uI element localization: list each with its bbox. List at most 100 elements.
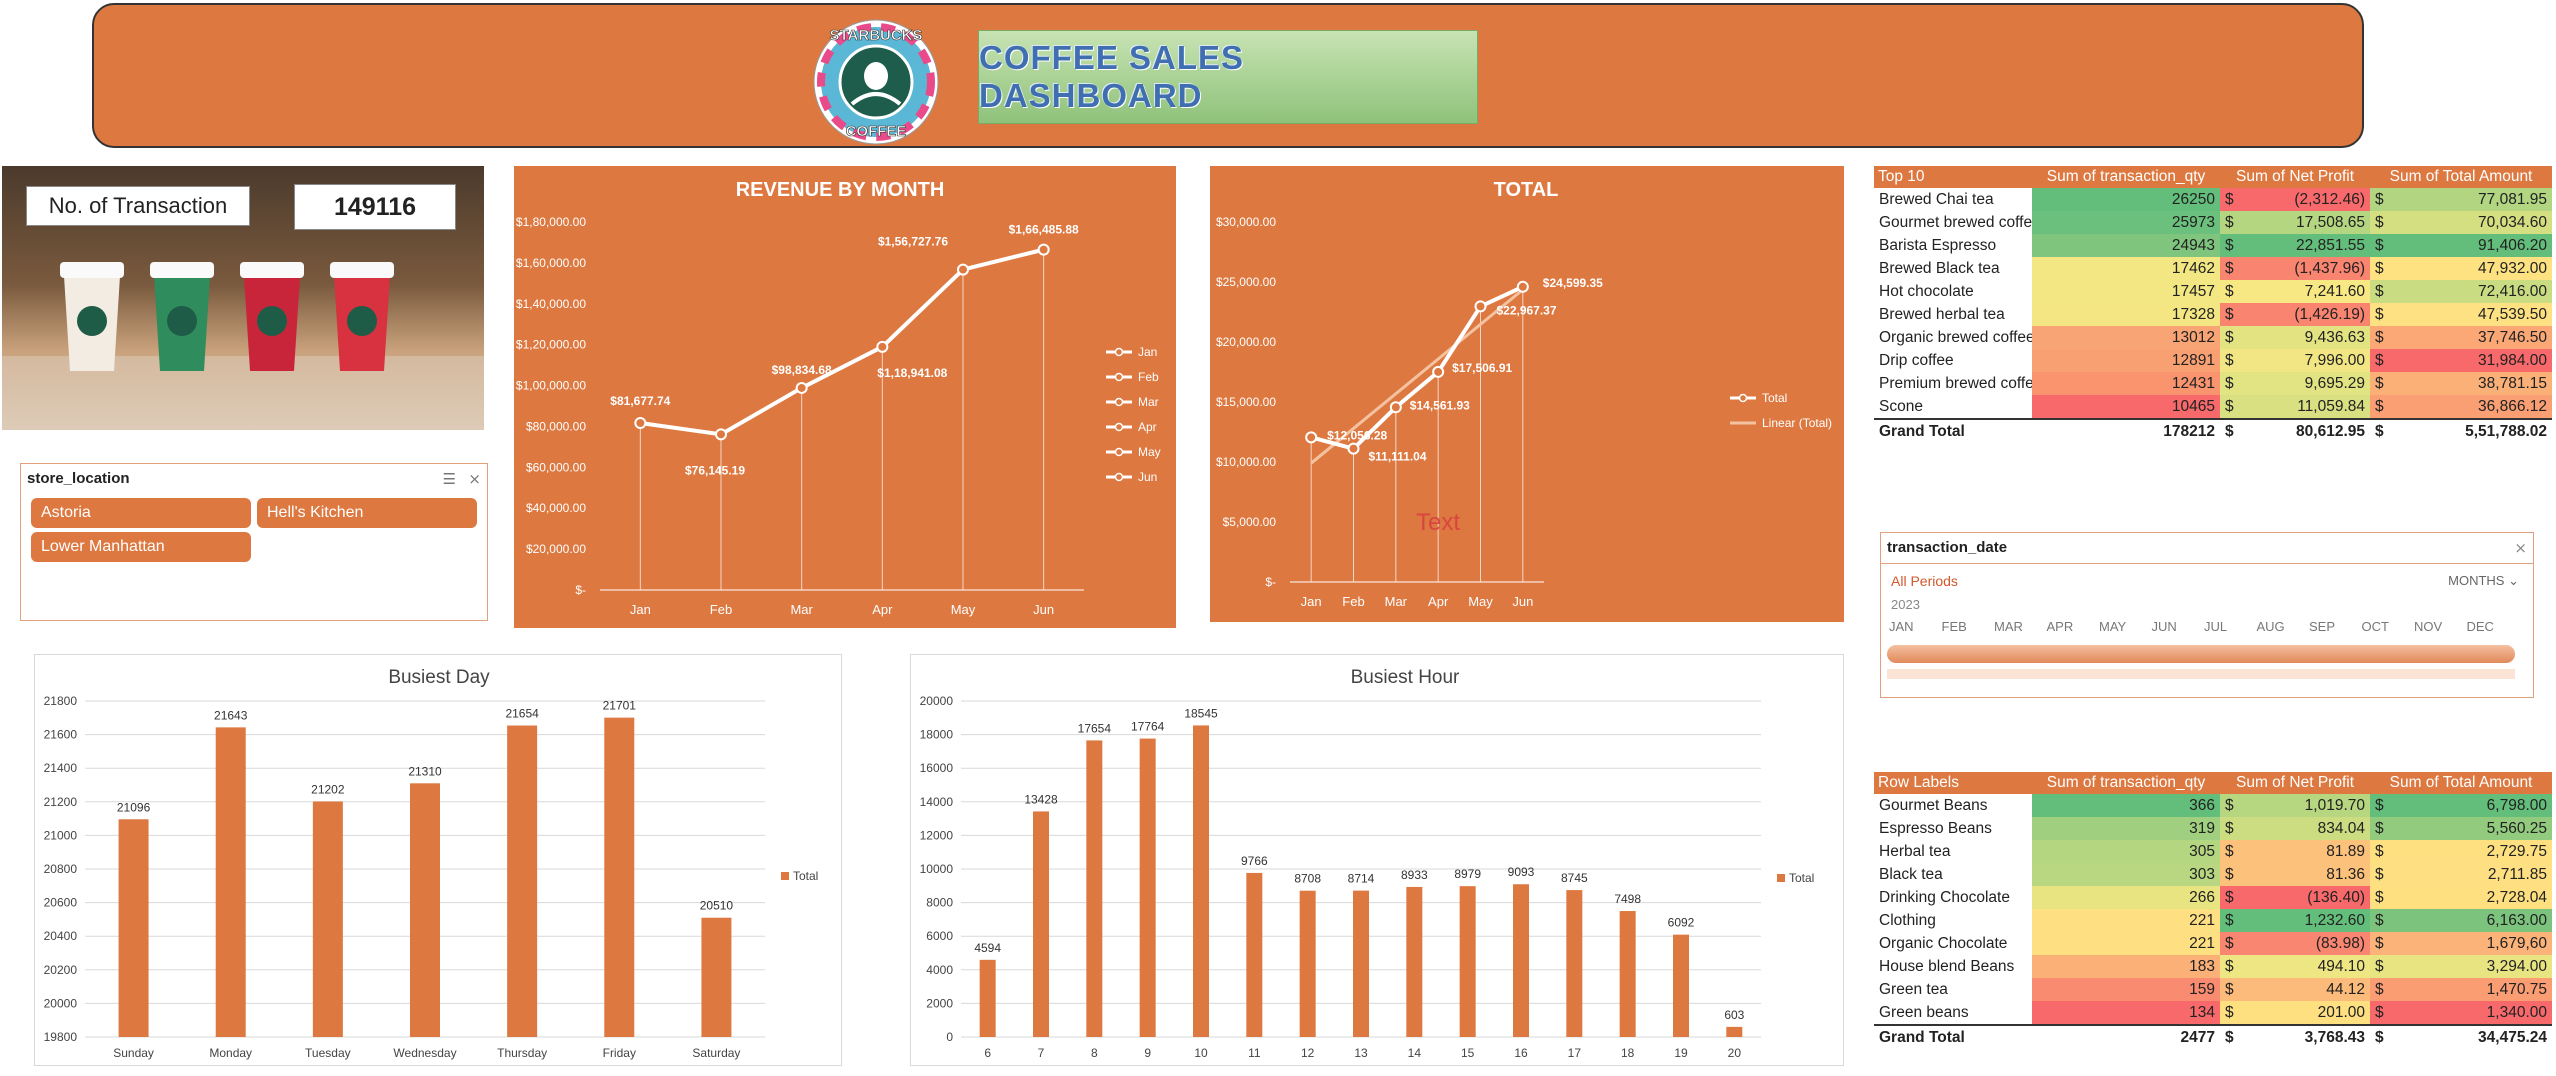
timeline-scrollbar[interactable]	[1887, 669, 2515, 679]
column-header[interactable]: Row Labels	[1874, 772, 2032, 794]
y-tick-label: 20800	[44, 862, 78, 876]
timeline-month-jul[interactable]: JUL	[2204, 619, 2228, 634]
timeline-month-feb[interactable]: FEB	[1941, 619, 1967, 634]
data-label: $24,599.35	[1543, 276, 1603, 290]
currency-symbol: $	[2225, 957, 2234, 975]
money-cell: $6,163.00	[2370, 909, 2552, 932]
money-value: 72,416.00	[2478, 282, 2547, 300]
currency-symbol: $	[2225, 305, 2234, 323]
column-header: Sum of transaction_qty	[2032, 166, 2220, 188]
bar	[1246, 872, 1263, 1037]
qty-cell: 12431	[2032, 372, 2220, 395]
currency-symbol: $	[2375, 819, 2384, 837]
money-value: 1,019.70	[2304, 796, 2365, 814]
y-tick-label: $60,000.00	[526, 460, 586, 474]
money-value: 2,728.04	[2486, 888, 2547, 906]
table-row: Premium brewed coffee 12431 $9,695.29 $38,7…	[1874, 372, 2552, 395]
legend-item: Total	[1777, 871, 1814, 885]
money-cell: $201.00	[2220, 1001, 2370, 1025]
legend-marker	[1114, 372, 1124, 382]
logo-text-top: STARBUCKS	[829, 27, 922, 44]
table-row: Drip coffee 12891 $7,996.00 $31,984.00	[1874, 349, 2552, 372]
timeline-month-nov[interactable]: NOV	[2414, 619, 2443, 634]
table-row: Clothing 221 $1,232.60 $6,163.00	[1874, 909, 2552, 932]
clear-filter-icon[interactable]: ⨯	[468, 471, 481, 488]
column-header: Sum of Net Profit	[2220, 772, 2370, 794]
y-tick-label: 19800	[44, 1030, 78, 1044]
period-label: All Periods	[1891, 573, 1958, 589]
timeline-month-sep[interactable]: SEP	[2309, 619, 2336, 634]
column-header[interactable]: Top 10	[1874, 166, 2032, 188]
grand-total-row: Grand Total 178212 $80,612.95 $5,51,788.02	[1874, 418, 2552, 443]
y-tick-label: 21800	[44, 694, 78, 708]
money-cell: $5,560.25	[2370, 817, 2552, 840]
data-label: $11,111.04	[1368, 450, 1426, 464]
x-tick-label: 11	[1248, 1046, 1261, 1060]
money-value: 3,768.43	[2304, 1028, 2365, 1046]
money-value: 80,612.95	[2296, 422, 2365, 440]
money-cell: $72,416.00	[2370, 280, 2552, 303]
revenue-by-month-chart: REVENUE BY MONTH $- $20,000.00 $40,000.00 $6…	[514, 166, 1176, 628]
legend-item: May	[1106, 445, 1161, 459]
timeline-month-oct[interactable]: OCT	[2361, 619, 2389, 634]
timeline-month-apr[interactable]: APR	[2046, 619, 2074, 634]
x-tick-label: 19	[1674, 1046, 1688, 1060]
row-label: Premium brewed coffee	[1879, 374, 2032, 392]
row-label: Scone	[1879, 397, 1923, 415]
timeline-month-dec[interactable]: DEC	[2466, 619, 2494, 634]
slicer-item-lower-manhattan[interactable]: Lower Manhattan	[31, 532, 251, 562]
timeline-bar[interactable]	[1887, 645, 2515, 663]
timeline-month-jun[interactable]: JUN	[2151, 619, 2177, 634]
timeline-month-mar[interactable]: MAR	[1994, 619, 2023, 634]
y-tick-label: $1,00,000.00	[516, 379, 586, 393]
clear-filter-icon[interactable]: ⨯	[2514, 540, 2527, 557]
money-value: 2,711.85	[2487, 865, 2547, 883]
data-point	[1516, 280, 1529, 293]
legend-label: Total	[1789, 871, 1814, 885]
y-tick-label: 8000	[926, 896, 953, 910]
data-label: 603	[1724, 1008, 1744, 1022]
y-tick-label: 20000	[920, 694, 954, 708]
bar	[701, 917, 732, 1037]
money-cell: $9,436.63	[2220, 326, 2370, 349]
series-line	[1310, 284, 1524, 451]
logo-text-bottom: COFFEE	[846, 123, 907, 140]
y-tick-label: 14000	[920, 795, 954, 809]
legend-label: Linear (Total)	[1762, 416, 1832, 430]
money-value: 81.89	[2326, 842, 2365, 860]
data-point	[1474, 300, 1487, 313]
money-value: 47,932.00	[2478, 259, 2547, 277]
cup-graphic	[60, 262, 394, 371]
money-cell: $834.04	[2220, 817, 2370, 840]
row-label: Gourmet Beans	[1879, 796, 1988, 814]
qty-cell: 17457	[2032, 280, 2220, 303]
y-tick-label: $5,000.00	[1223, 515, 1277, 529]
timeline-month-may[interactable]: MAY	[2099, 619, 2127, 634]
money-cell: $6,798.00	[2370, 794, 2552, 817]
slicer-item-astoria[interactable]: Astoria	[31, 498, 251, 528]
timeline-month-jan[interactable]: JAN	[1889, 619, 1914, 634]
bar	[979, 959, 996, 1037]
legend-item: Jun	[1106, 470, 1157, 484]
row-label: Brewed herbal tea	[1879, 305, 2005, 323]
bar	[1406, 886, 1423, 1037]
table-row: Herbal tea 305 $81.89 $2,729.75	[1874, 840, 2552, 863]
currency-symbol: $	[2375, 305, 2384, 323]
bar	[1673, 934, 1689, 1037]
busiest-hour-chart: Busiest Hour 0 2000 4000 6000 8000 10000 12000 1…	[910, 654, 1844, 1066]
money-cell: $ (1,437.96)	[2220, 257, 2370, 280]
y-tick-label: 20000	[44, 996, 78, 1010]
currency-symbol: $	[2225, 374, 2234, 392]
currency-symbol: $	[2225, 422, 2234, 440]
data-point	[1037, 243, 1050, 256]
slicer-item-hells-kitchen[interactable]: Hell's Kitchen	[257, 498, 477, 528]
multi-select-icon[interactable]: ☰	[442, 471, 456, 488]
timeline-month-aug[interactable]: AUG	[2256, 619, 2285, 634]
slicer-title: store_location	[27, 470, 130, 487]
time-level-dropdown[interactable]: MONTHS ⌄	[2448, 573, 2519, 588]
legend-item: Jan	[1106, 345, 1157, 359]
money-value: (1,426.19)	[2294, 305, 2365, 323]
money-cell: $91,406.20	[2370, 234, 2552, 257]
data-label: $14,561.93	[1410, 398, 1470, 412]
money-value: (83.98)	[2315, 934, 2365, 952]
